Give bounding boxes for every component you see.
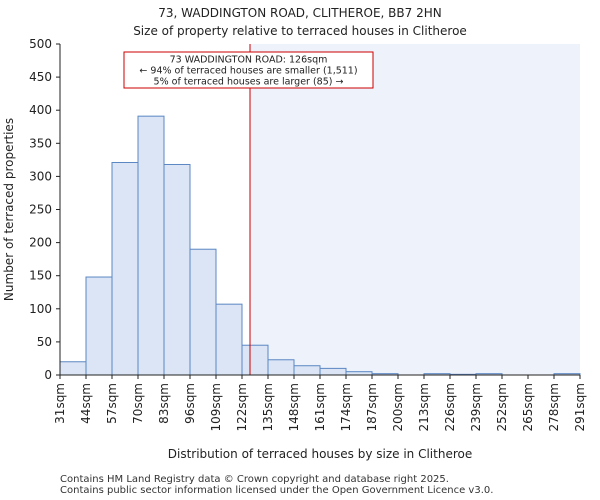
annotation-border <box>123 51 374 89</box>
x-tick-label-83sqm: 83sqm <box>157 383 171 424</box>
x-tick-label-135sqm: 135sqm <box>261 383 275 431</box>
y-tick-label-50: 50 <box>37 335 52 349</box>
x-tick-label-31sqm: 31sqm <box>53 383 67 424</box>
bar-83sqm <box>163 163 191 376</box>
y-tick-label-150: 150 <box>29 269 52 283</box>
footer-line-1: Contains HM Land Registry data © Crown c… <box>60 474 449 485</box>
x-tick-label-265sqm: 265sqm <box>521 383 535 431</box>
bar-135sqm <box>267 359 295 376</box>
bar-57sqm <box>111 161 139 376</box>
y-tick-label-350: 350 <box>29 136 52 150</box>
x-tick-label-148sqm: 148sqm <box>287 383 301 431</box>
annotation-line-3: 5% of terraced houses are larger (85) → <box>154 77 344 88</box>
bar-161sqm <box>319 367 347 376</box>
x-tick-label-174sqm: 174sqm <box>339 383 353 431</box>
x-tick-label-70sqm: 70sqm <box>131 383 145 424</box>
footer-line-2: Contains public sector information licen… <box>60 485 494 496</box>
annotation-box: 73 WADDINGTON ROAD: 126sqm ← 94% of terr… <box>123 51 374 89</box>
x-axis-label: Distribution of terraced houses by size … <box>168 447 472 461</box>
bar-109sqm <box>215 303 243 376</box>
y-tick-label-300: 300 <box>29 169 52 183</box>
x-tick-label-44sqm: 44sqm <box>79 383 93 424</box>
bar-31sqm <box>59 361 87 376</box>
chart-title: 73, WADDINGTON ROAD, CLITHEROE, BB7 2HN <box>158 6 442 20</box>
x-tick-label-57sqm: 57sqm <box>105 383 119 424</box>
bars-group <box>59 115 581 376</box>
y-tick-label-200: 200 <box>29 236 52 250</box>
x-tick-label-278sqm: 278sqm <box>547 383 561 431</box>
x-tick-label-187sqm: 187sqm <box>365 383 379 431</box>
x-tick-label-109sqm: 109sqm <box>209 383 223 431</box>
larger-region-highlight <box>250 44 580 375</box>
x-tick-label-200sqm: 200sqm <box>391 383 405 431</box>
y-tick-label-100: 100 <box>29 302 52 316</box>
y-axis-label: Number of terraced properties <box>2 118 16 301</box>
bar-70sqm <box>137 115 165 376</box>
annotation-line-2: ← 94% of terraced houses are smaller (1,… <box>139 66 357 77</box>
bar-96sqm <box>189 248 217 376</box>
axes-group: 0 50 100 150 200 250 300 350 400 450 500 31sqm 44sqm… <box>29 37 587 431</box>
y-tick-label-500: 500 <box>29 37 52 51</box>
y-tick-label-250: 250 <box>29 203 52 217</box>
y-tick-label-0: 0 <box>44 368 52 382</box>
y-tick-label-450: 450 <box>29 70 52 84</box>
x-tick-label-226sqm: 226sqm <box>443 383 457 431</box>
annotation-line-1: 73 WADDINGTON ROAD: 126sqm <box>170 55 328 66</box>
y-tick-label-400: 400 <box>29 103 52 117</box>
x-tick-label-122sqm: 122sqm <box>235 383 249 431</box>
x-tick-label-239sqm: 239sqm <box>469 383 483 431</box>
bar-148sqm <box>293 365 321 376</box>
bar-122sqm <box>241 344 269 376</box>
x-tick-label-252sqm: 252sqm <box>495 383 509 431</box>
chart-subtitle: Size of property relative to terraced ho… <box>133 24 467 38</box>
x-tick-label-96sqm: 96sqm <box>183 383 197 424</box>
x-tick-label-213sqm: 213sqm <box>417 383 431 431</box>
bar-44sqm <box>85 276 113 376</box>
x-tick-label-161sqm: 161sqm <box>313 383 327 431</box>
x-tick-label-291sqm: 291sqm <box>573 383 587 431</box>
